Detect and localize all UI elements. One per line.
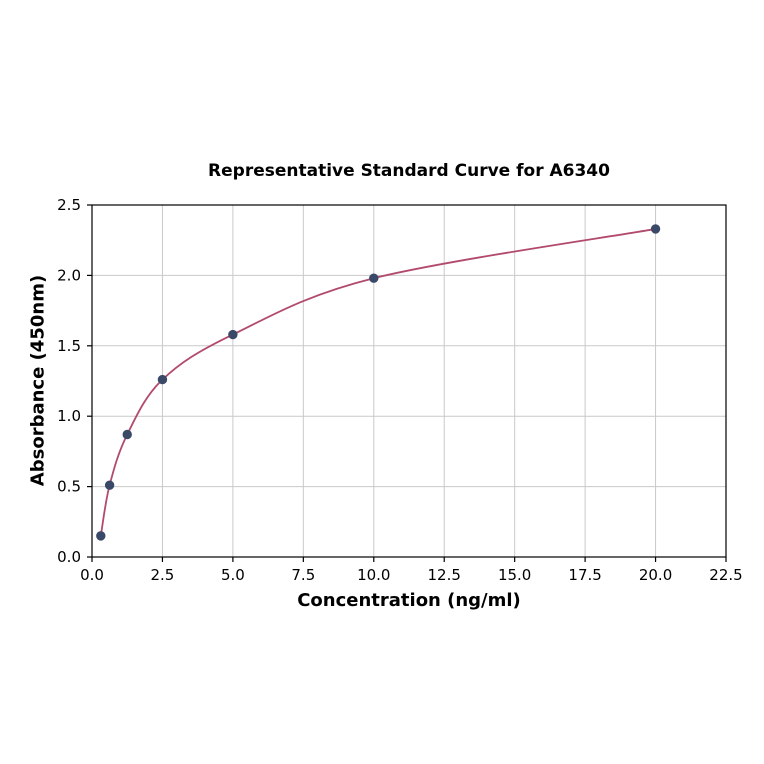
x-tick-label: 5.0: [221, 566, 245, 584]
data-point-marker: [369, 273, 379, 283]
x-tick-label: 0.0: [80, 566, 104, 584]
data-point-marker: [650, 224, 661, 234]
data-point-marker: [104, 480, 115, 490]
y-tick-label: 0.5: [57, 478, 81, 496]
x-tick-label: 2.5: [151, 566, 175, 584]
data-point-marker: [228, 329, 238, 340]
x-tick-label: 10.0: [357, 566, 390, 584]
x-tick-label: 20.0: [639, 566, 672, 584]
data-point-marker: [157, 374, 168, 385]
y-tick-label: 1.5: [57, 337, 81, 355]
y-tick-label: 1.0: [57, 407, 81, 425]
x-axis-label: Concentration (ng/ml): [297, 590, 521, 611]
y-tick-label: 2.5: [57, 196, 81, 214]
data-point-marker: [96, 531, 106, 541]
standard-curve-line: [99, 228, 656, 537]
x-tick-label: 12.5: [428, 566, 461, 584]
chart-title: Representative Standard Curve for A6340: [208, 161, 610, 181]
y-tick-label: 2.0: [57, 266, 81, 284]
y-tick-label: 0.0: [57, 548, 81, 566]
x-tick-label: 7.5: [291, 566, 315, 584]
x-tick-label: 17.5: [568, 566, 601, 584]
x-tick-label: 22.5: [709, 566, 742, 584]
data-point-marker: [122, 429, 132, 440]
x-tick-label: 15.0: [498, 566, 531, 584]
plot-border: [91, 204, 727, 558]
